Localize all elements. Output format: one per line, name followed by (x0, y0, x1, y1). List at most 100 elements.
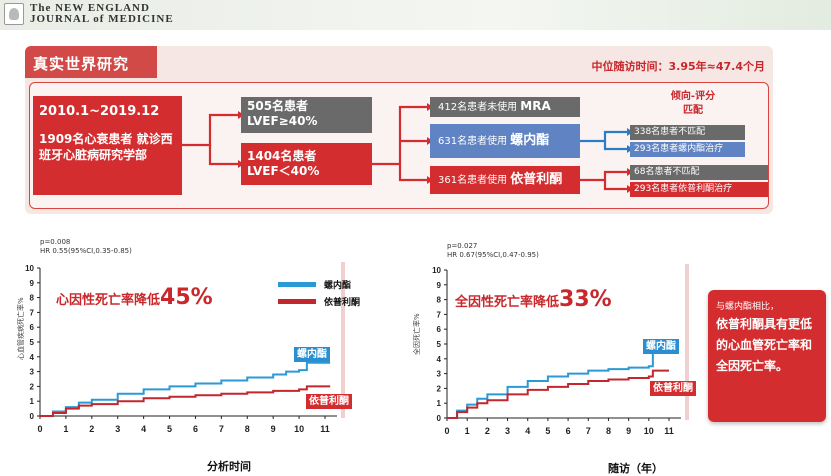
epler-drug: 依普利酮 (510, 172, 563, 187)
y-tick-label: 1 (30, 397, 35, 406)
callout-body: 依普利酮具有更低的心血管死亡率和全因死亡率。 (716, 317, 813, 373)
y-tick-label: 4 (30, 353, 35, 362)
spiro-matched-box: 293名患者螺内酯治疗 (630, 142, 745, 157)
journal-header-bar (0, 0, 831, 30)
conclusion-callout: 与螺内酯相比， 依普利酮具有更低的心血管死亡率和全因死亡率。 (708, 290, 826, 422)
chart1-ylabel: 心血管疾病死亡率% (17, 297, 25, 360)
lvef-low-box: 1404名患者 LVEF＜40% (241, 143, 372, 185)
y-tick-label: 1 (437, 399, 442, 408)
y-tick-label: 3 (30, 368, 35, 377)
chart2-headline-text: 全因性死亡率降低 (455, 295, 560, 310)
y-tick-label: 10 (432, 266, 441, 275)
spironolactone-box: 631名患者使用 螺内酯 (430, 124, 580, 158)
x-tick-label: 9 (271, 424, 276, 434)
legend-spiro: 螺内酯 (324, 281, 352, 291)
lvef-low-criteria: LVEF＜40% (247, 164, 320, 178)
propensity-line1: 倾向-评分 (670, 91, 716, 102)
y-tick-label: 6 (437, 325, 442, 334)
lvef-high-count: 505名患者 (247, 99, 309, 113)
series-line-eplerenone (40, 385, 331, 417)
legend-swatch-spironolactone (278, 282, 316, 287)
x-tick-label: 8 (606, 426, 611, 436)
cohort-date: 2010.1~2019.12 (39, 104, 160, 119)
chart1-headline-pct: 45% (160, 285, 213, 310)
chart2-hr: HR 0.67(95%CI,0.47-0.95) (447, 251, 539, 259)
x-tick-label: 3 (505, 426, 510, 436)
chart1-xlabel: 分析时间 (207, 460, 251, 473)
no-mra-drug: MRA (520, 99, 551, 113)
y-tick-label: 0 (437, 414, 442, 423)
x-tick-label: 4 (525, 426, 530, 436)
y-tick-label: 9 (30, 279, 35, 288)
x-tick-label: 11 (320, 424, 330, 434)
chart1-hr: HR 0.55(95%CI,0.35-0.85) (40, 247, 132, 255)
plot-edge (685, 264, 689, 420)
chart2-spiro-tag: 螺内酯 (643, 339, 679, 354)
y-tick-label: 2 (30, 382, 35, 391)
x-tick-label: 1 (465, 426, 470, 436)
x-tick-label: 8 (245, 424, 250, 434)
y-tick-label: 6 (30, 323, 35, 332)
y-tick-label: 8 (437, 296, 442, 305)
chart2-headline-pct: 33% (559, 287, 612, 312)
chart1-epler-tag: 依普利酮 (306, 394, 352, 409)
x-tick-label: 7 (219, 424, 224, 434)
x-tick-label: 4 (141, 424, 146, 434)
chart2-xlabel: 随访（年） (608, 462, 663, 475)
spiro-unmatched-box: 338名患者不匹配 (630, 125, 745, 140)
journal-title-line2: JOURNAL of MEDICINE (30, 13, 174, 25)
x-tick-label: 6 (193, 424, 198, 434)
x-tick-label: 0 (444, 426, 449, 436)
y-tick-label: 10 (25, 264, 34, 273)
series-line-spironolactone (447, 351, 669, 419)
panel-title: 真实世界研究 (33, 55, 130, 73)
y-tick-label: 0 (30, 412, 35, 421)
chart1-spiro-tag: 螺内酯 (294, 347, 330, 362)
y-tick-label: 4 (437, 355, 442, 364)
plot-edge (341, 262, 345, 418)
y-tick-label: 8 (30, 294, 35, 303)
lvef-high-criteria: LVEF≥40% (247, 114, 318, 128)
y-tick-label: 5 (437, 340, 442, 349)
x-tick-label: 11 (664, 426, 674, 436)
title-tab (25, 46, 157, 78)
y-tick-label: 3 (437, 370, 442, 379)
no-mra-box: 412名患者未使用 MRA (430, 97, 580, 117)
x-tick-label: 2 (485, 426, 490, 436)
y-tick-label: 2 (437, 384, 442, 393)
no-mra-prefix: 412名患者未使用 (438, 102, 518, 113)
legend-swatch-eplerenone (278, 299, 316, 304)
chart2-epler-tag: 依普利酮 (650, 381, 696, 396)
chart2-ylabel: 全因死亡率% (413, 313, 421, 355)
chart2-pvalue: p=0.027 (447, 242, 478, 250)
propensity-line2: 匹配 (683, 105, 703, 116)
propensity-label: 倾向-评分 匹配 (653, 90, 733, 118)
x-tick-label: 10 (644, 426, 654, 436)
x-tick-label: 1 (63, 424, 68, 434)
y-tick-label: 7 (437, 310, 442, 319)
cohort-description: 1909名心衰患者 就诊西班牙心脏病研究学部 (39, 132, 173, 162)
series-line-spironolactone (40, 361, 331, 417)
epler-unmatched-box: 68名患者不匹配 (630, 165, 768, 180)
x-tick-label: 5 (167, 424, 172, 434)
cohort-box: 2010.1~2019.12 1909名心衰患者 就诊西班牙心脏病研究学部 (33, 96, 182, 195)
legend-epler: 依普利酮 (324, 298, 361, 308)
x-tick-label: 2 (89, 424, 94, 434)
y-tick-label: 9 (437, 281, 442, 290)
x-tick-label: 0 (37, 424, 42, 434)
x-tick-label: 3 (115, 424, 120, 434)
callout-lead: 与螺内酯相比， (716, 302, 780, 312)
journal-title: The NEW ENGLAND JOURNAL of MEDICINE (30, 3, 174, 25)
journal-title-line1: The NEW ENGLAND (30, 2, 150, 14)
spiro-prefix: 631名患者使用 (438, 136, 508, 147)
chart2-headline: 全因性死亡率降低33% (455, 287, 612, 312)
followup-text: 中位随访时间：3.95年≈47.4个月 (591, 60, 766, 73)
chart1-headline-text: 心因性死亡率降低 (56, 293, 161, 308)
spiro-drug: 螺内酯 (510, 133, 550, 148)
epler-matched-box: 293名患者依普利酮治疗 (630, 182, 768, 197)
eplerenone-box: 361名患者使用 依普利酮 (430, 166, 580, 194)
x-tick-label: 7 (586, 426, 591, 436)
x-tick-label: 10 (294, 424, 304, 434)
lvef-high-box: 505名患者 LVEF≥40% (241, 97, 372, 133)
x-tick-label: 6 (566, 426, 571, 436)
